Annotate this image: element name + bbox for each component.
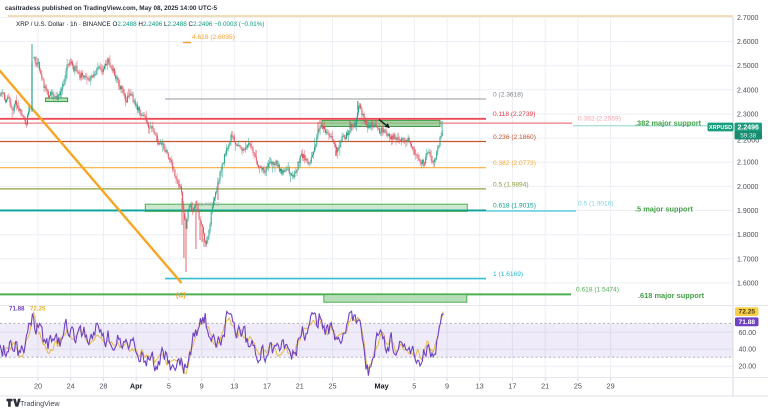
svg-text:2.0000: 2.0000 [737,184,759,191]
svg-text:0.618 (1.5474): 0.618 (1.5474) [576,287,619,294]
svg-text:May: May [374,382,389,391]
svg-text:XRPUSD: XRPUSD [709,125,732,131]
svg-text:71.88: 71.88 [9,306,25,313]
svg-text:4.618 (2.6035): 4.618 (2.6035) [192,34,235,41]
svg-text:2.4000: 2.4000 [737,87,759,94]
svg-text:0.118 (2.2739): 0.118 (2.2739) [493,111,535,118]
svg-text:2.2496: 2.2496 [737,124,759,131]
svg-text:2.6000: 2.6000 [737,39,759,46]
svg-text:59:38: 59:38 [740,132,756,139]
svg-text:0.236 (2.1860): 0.236 (2.1860) [493,134,536,141]
svg-text:1.6000: 1.6000 [737,280,759,287]
svg-text:0.382 (2.0773): 0.382 (2.0773) [493,160,536,167]
svg-text:Apr: Apr [130,382,143,391]
svg-text:.5 major support: .5 major support [635,204,693,213]
svg-text:5: 5 [167,382,171,391]
svg-text:28: 28 [99,382,107,391]
svg-text:casitradess published on Tradi: casitradess published on TradingView.com… [5,5,217,12]
svg-text:2.1000: 2.1000 [737,160,759,167]
svg-text:20: 20 [34,382,42,391]
svg-text:.618 major support: .618 major support [638,291,705,300]
svg-text:71.88: 71.88 [739,319,756,326]
svg-text:(1.90545): (1.90545) [199,202,220,208]
svg-text:2.2000: 2.2000 [737,136,759,145]
svg-text:25: 25 [574,382,582,391]
svg-text:XRP / U.S. Dollar · 1h · BINAN: XRP / U.S. Dollar · 1h · BINANCE O2.2488… [16,21,265,28]
svg-text:5: 5 [412,382,416,391]
svg-text:17: 17 [263,382,271,391]
svg-text:1.7000: 1.7000 [737,256,759,263]
svg-text:TradingView: TradingView [20,399,60,408]
svg-text:20.00: 20.00 [739,364,757,371]
svg-text:24: 24 [67,382,75,391]
svg-text:0 (2.3618): 0 (2.3618) [493,91,523,98]
svg-text:60.00: 60.00 [739,330,757,337]
svg-text:2.3000: 2.3000 [737,112,759,119]
svg-text:1.9000: 1.9000 [737,208,759,215]
svg-text:25: 25 [328,382,336,391]
svg-text:21: 21 [541,382,549,391]
svg-text:1 (1.6169): 1 (1.6169) [493,271,523,278]
svg-text:9: 9 [200,382,204,391]
svg-text:.382 major support: .382 major support [635,119,702,128]
svg-text:72.25: 72.25 [30,306,46,313]
svg-text:2.5000: 2.5000 [737,63,759,70]
svg-text:29: 29 [607,382,615,391]
svg-text:1.8000: 1.8000 [737,232,759,239]
svg-text:0.5 (1.9894): 0.5 (1.9894) [493,181,529,188]
svg-text:21: 21 [296,382,304,391]
svg-text:(C): (C) [176,293,186,300]
svg-text:0.618 (1.9015): 0.618 (1.9015) [493,203,536,210]
svg-text:17: 17 [508,382,516,391]
svg-text:13: 13 [230,382,238,391]
svg-text:40.00: 40.00 [739,347,757,354]
svg-text:2.7000: 2.7000 [737,15,759,22]
svg-text:0.5 (1.9016): 0.5 (1.9016) [578,200,614,207]
svg-text:13: 13 [476,382,484,391]
svg-text:9: 9 [445,382,449,391]
svg-text:72.25: 72.25 [739,309,756,316]
svg-text:0.382 (2.2559): 0.382 (2.2559) [578,115,621,122]
